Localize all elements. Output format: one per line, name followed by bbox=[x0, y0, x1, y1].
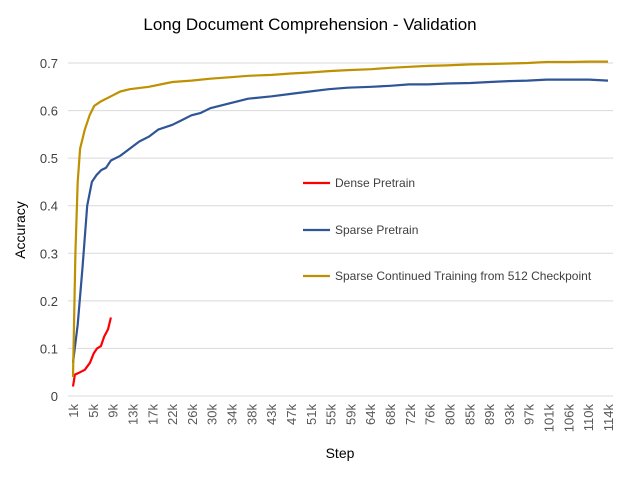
x-tick-label: 106k bbox=[561, 404, 576, 433]
x-tick-label: 64k bbox=[363, 404, 378, 425]
x-tick-label: 76k bbox=[423, 404, 438, 425]
x-tick-label: 80k bbox=[442, 404, 457, 425]
x-tick-label: 68k bbox=[383, 404, 398, 425]
x-tick-label: 97k bbox=[522, 404, 537, 425]
series-line-0 bbox=[71, 317, 112, 387]
x-tick-label: 9k bbox=[106, 404, 121, 418]
series-line-1 bbox=[71, 78, 609, 363]
x-tick-label: 72k bbox=[403, 404, 418, 425]
legend-label: Sparse Pretrain bbox=[335, 223, 418, 237]
chart-title: Long Document Comprehension - Validation bbox=[143, 15, 476, 34]
x-tick-label: 110k bbox=[581, 404, 596, 432]
x-tick-label: 59k bbox=[343, 404, 358, 425]
x-tick-label: 38k bbox=[244, 404, 259, 425]
x-tick-label: 89k bbox=[482, 404, 497, 425]
y-tick-label: 0.3 bbox=[40, 246, 58, 261]
legend-label: Dense Pretrain bbox=[335, 176, 415, 190]
x-tick-label: 22k bbox=[165, 404, 180, 425]
y-tick-label: 0 bbox=[51, 389, 58, 404]
x-axis-label: Step bbox=[326, 445, 355, 461]
y-tick-label: 0.1 bbox=[40, 341, 58, 356]
x-tick-label: 93k bbox=[502, 404, 517, 425]
x-tick-label: 114k bbox=[601, 404, 616, 432]
y-tick-label: 0.6 bbox=[40, 104, 58, 119]
x-tick-label: 51k bbox=[304, 404, 319, 425]
y-tick-label: 0.2 bbox=[40, 294, 58, 309]
x-tick-label: 43k bbox=[264, 404, 279, 425]
x-tick-label: 26k bbox=[185, 404, 200, 425]
y-axis-label: Accuracy bbox=[12, 201, 28, 259]
x-tick-label: 30k bbox=[205, 404, 220, 425]
x-tick-label: 1k bbox=[66, 404, 81, 418]
x-tick-label: 47k bbox=[284, 404, 299, 425]
x-tick-label: 101k bbox=[542, 404, 557, 433]
x-tick-label: 13k bbox=[125, 404, 140, 425]
legend-label: Sparse Continued Training from 512 Check… bbox=[335, 269, 592, 283]
y-tick-label: 0.5 bbox=[40, 151, 58, 166]
x-tick-label: 85k bbox=[462, 404, 477, 425]
series-line-2 bbox=[71, 60, 608, 378]
y-tick-label: 0.7 bbox=[40, 56, 58, 71]
x-tick-label: 5k bbox=[86, 404, 101, 418]
x-tick-label: 17k bbox=[145, 404, 160, 425]
x-tick-label: 55k bbox=[324, 404, 339, 425]
y-tick-label: 0.4 bbox=[40, 199, 58, 214]
x-tick-label: 34k bbox=[225, 404, 240, 425]
